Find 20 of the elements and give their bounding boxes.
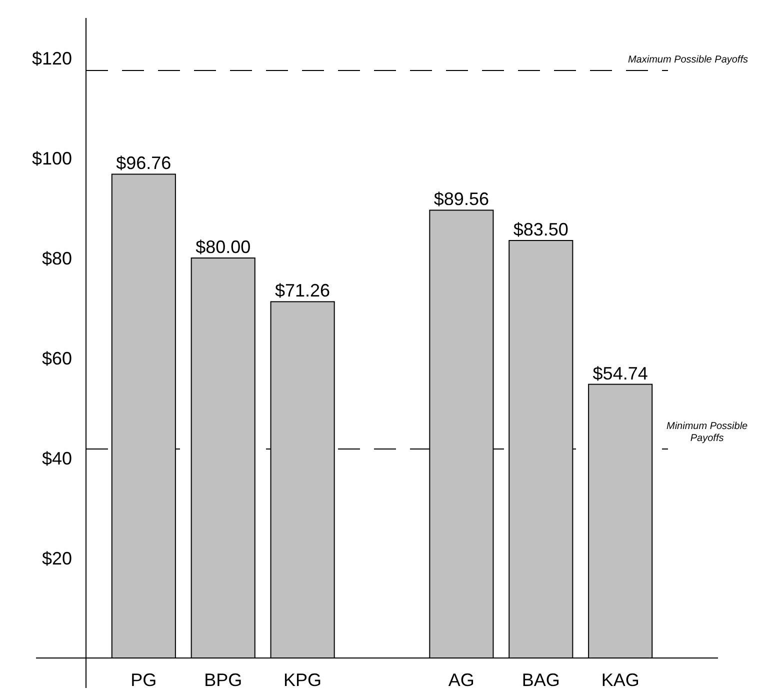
y-tick-label: $40 (42, 448, 72, 468)
x-tick-label: AG (448, 670, 474, 690)
data-label: $54.74 (592, 363, 648, 384)
data-label: $80.00 (196, 237, 251, 257)
x-tick-label: KAG (601, 670, 640, 690)
ref-line-label: Maximum Possible Payoffs (628, 54, 748, 66)
data-label: $96.76 (116, 153, 172, 174)
x-tick-label: KPG (284, 670, 322, 690)
y-tick-label: $60 (42, 348, 72, 368)
y-tick-label: $20 (42, 548, 72, 568)
x-tick-label: PG (130, 670, 157, 690)
ref-line-label: Minimum Possible Payoffs (666, 421, 748, 444)
x-tick-label: BAG (522, 670, 560, 690)
data-label: $71.26 (275, 280, 330, 301)
x-tick-label: BPG (204, 670, 242, 690)
y-tick-label: $100 (32, 148, 72, 168)
data-label: $89.56 (434, 189, 489, 210)
data-label: $83.50 (513, 220, 568, 240)
y-tick-label: $80 (42, 248, 72, 268)
y-tick-label: $120 (32, 48, 72, 68)
